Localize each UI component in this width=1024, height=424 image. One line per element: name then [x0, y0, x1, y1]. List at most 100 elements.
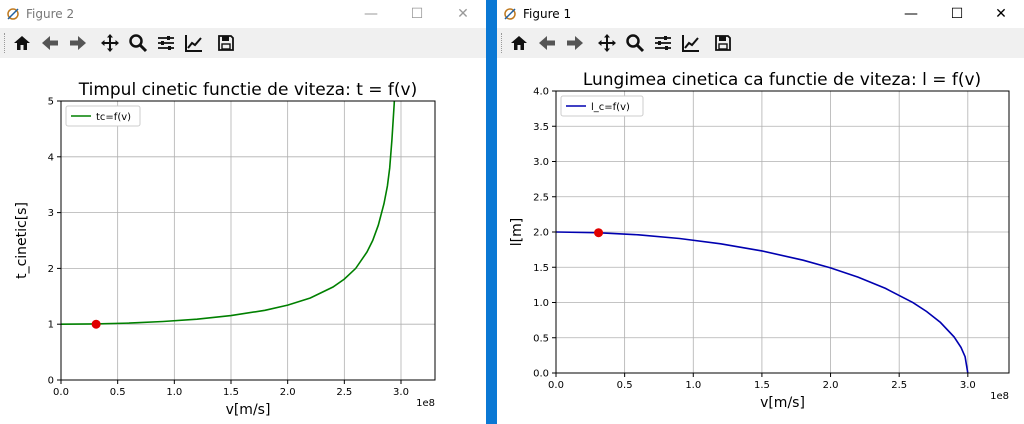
y-tick-label: 0 — [48, 376, 54, 387]
matplotlib-app-icon — [7, 8, 19, 20]
y-axis-label: t_cinetic[s] — [14, 202, 30, 279]
x-tick-label: 2.5 — [891, 380, 907, 391]
x-tick-label: 1.5 — [223, 387, 239, 398]
close-button[interactable]: ✕ — [440, 0, 486, 28]
x-tick-label: 1.0 — [685, 380, 701, 391]
toolbar-grip[interactable] — [4, 33, 8, 53]
figure-window[interactable]: Figure 1 — ☐ ✕ Lungimea cinetica ca func… — [497, 0, 1024, 424]
minimize-button[interactable]: — — [348, 0, 394, 28]
line-chart-icon — [185, 35, 202, 52]
y-tick-label: 2.5 — [533, 192, 549, 203]
y-tick-label: 3.0 — [533, 157, 549, 168]
y-tick-label: 2.0 — [533, 228, 549, 239]
maximize-icon: ☐ — [950, 6, 964, 22]
home-button[interactable] — [507, 32, 531, 54]
y-tick-label: 1.0 — [533, 298, 549, 309]
toolbar-grip[interactable] — [501, 33, 505, 53]
x-tick-label: 0.5 — [617, 380, 633, 391]
y-tick-label: 1 — [48, 320, 54, 331]
plot-canvas[interactable]: Timpul cinetic functie de viteza: t = f(… — [0, 58, 486, 424]
home-icon — [511, 36, 527, 50]
line-chart-icon — [682, 35, 699, 52]
y-tick-label: 3.5 — [533, 122, 549, 133]
minimize-icon: — — [364, 6, 378, 22]
navigation-toolbar — [0, 28, 486, 58]
series-line — [556, 231, 969, 373]
navigation-toolbar — [497, 28, 1024, 58]
move-icon — [598, 34, 616, 52]
legend-box — [65, 105, 141, 127]
maximize-button[interactable]: ☐ — [394, 0, 440, 28]
plot-area — [556, 228, 969, 373]
grid-lines — [60, 100, 435, 381]
arrow-left-icon — [539, 36, 555, 50]
x-offset-label: 1e8 — [990, 391, 1009, 402]
x-tick-label: 0.0 — [53, 387, 69, 398]
y-tick-label: 0.5 — [533, 333, 549, 344]
save-button[interactable] — [214, 32, 238, 54]
axes-frame — [60, 100, 436, 381]
close-button[interactable]: ✕ — [978, 0, 1024, 28]
home-button[interactable] — [10, 32, 34, 54]
x-tick-label: 1.0 — [166, 387, 182, 398]
y-axis-label: l[m] — [509, 218, 525, 246]
back-button[interactable] — [535, 32, 559, 54]
maximize-icon: ☐ — [410, 6, 424, 22]
x-tick-label: 3.0 — [960, 380, 976, 391]
x-tick-label: 3.0 — [393, 387, 409, 398]
plot-area — [61, 101, 396, 329]
edit-axis-button[interactable] — [679, 32, 703, 54]
legend: tc=f(v) — [65, 105, 141, 127]
chart-title: Timpul cinetic functie de viteza: t = f(… — [78, 80, 417, 100]
pan-button[interactable] — [595, 32, 619, 54]
y-tick-label: 0.0 — [533, 369, 549, 380]
y-tick-label: 5 — [48, 97, 54, 108]
window-title: Figure 2 — [26, 7, 75, 21]
magnifier-icon — [129, 34, 148, 53]
figure-window[interactable]: Figure 2 — ☐ ✕ Timpul cinetic functie de… — [0, 0, 486, 424]
legend-box — [560, 95, 644, 117]
x-axis-label: v[m/s] — [760, 395, 805, 411]
minimize-icon: — — [904, 6, 918, 22]
forward-button[interactable] — [66, 32, 90, 54]
close-icon: ✕ — [457, 6, 469, 22]
legend-label: l_c=f(v) — [591, 102, 630, 113]
x-tick-label: 2.5 — [336, 387, 352, 398]
zoom-button[interactable] — [126, 32, 150, 54]
close-icon: ✕ — [995, 6, 1007, 22]
zoom-button[interactable] — [623, 32, 647, 54]
configure-subplots-button[interactable] — [154, 32, 178, 54]
sliders-icon — [158, 36, 174, 50]
legend-label: tc=f(v) — [96, 112, 131, 123]
maximize-button[interactable]: ☐ — [934, 0, 980, 28]
x-tick-label: 0.0 — [548, 380, 564, 391]
x-tick-label: 2.0 — [823, 380, 839, 391]
home-icon — [14, 36, 30, 50]
x-tick-label: 2.0 — [280, 387, 296, 398]
legend: l_c=f(v) — [560, 95, 644, 117]
matplotlib-app-icon — [504, 8, 516, 20]
y-tick-label: 1.5 — [533, 263, 549, 274]
configure-subplots-button[interactable] — [651, 32, 675, 54]
title-bar[interactable]: Figure 2 — ☐ ✕ — [0, 0, 486, 28]
floppy-disk-icon — [218, 35, 234, 51]
floppy-disk-icon — [715, 35, 731, 51]
forward-button[interactable] — [563, 32, 587, 54]
y-tick-label: 3 — [48, 208, 54, 219]
y-tick-label: 4 — [48, 152, 54, 163]
grid-lines — [555, 90, 1009, 374]
back-button[interactable] — [38, 32, 62, 54]
arrow-left-icon — [42, 36, 58, 50]
data-point-marker — [91, 319, 101, 329]
y-tick-label: 2 — [48, 264, 54, 275]
x-offset-label: 1e8 — [416, 398, 435, 409]
pan-button[interactable] — [98, 32, 122, 54]
minimize-button[interactable]: — — [888, 0, 934, 28]
magnifier-icon — [626, 34, 645, 53]
save-button[interactable] — [711, 32, 735, 54]
title-bar[interactable]: Figure 1 — ☐ ✕ — [497, 0, 1024, 28]
move-icon — [101, 34, 119, 52]
data-point-marker — [594, 228, 604, 238]
plot-canvas[interactable]: Lungimea cinetica ca functie de viteza: … — [497, 58, 1024, 424]
edit-axis-button[interactable] — [182, 32, 206, 54]
